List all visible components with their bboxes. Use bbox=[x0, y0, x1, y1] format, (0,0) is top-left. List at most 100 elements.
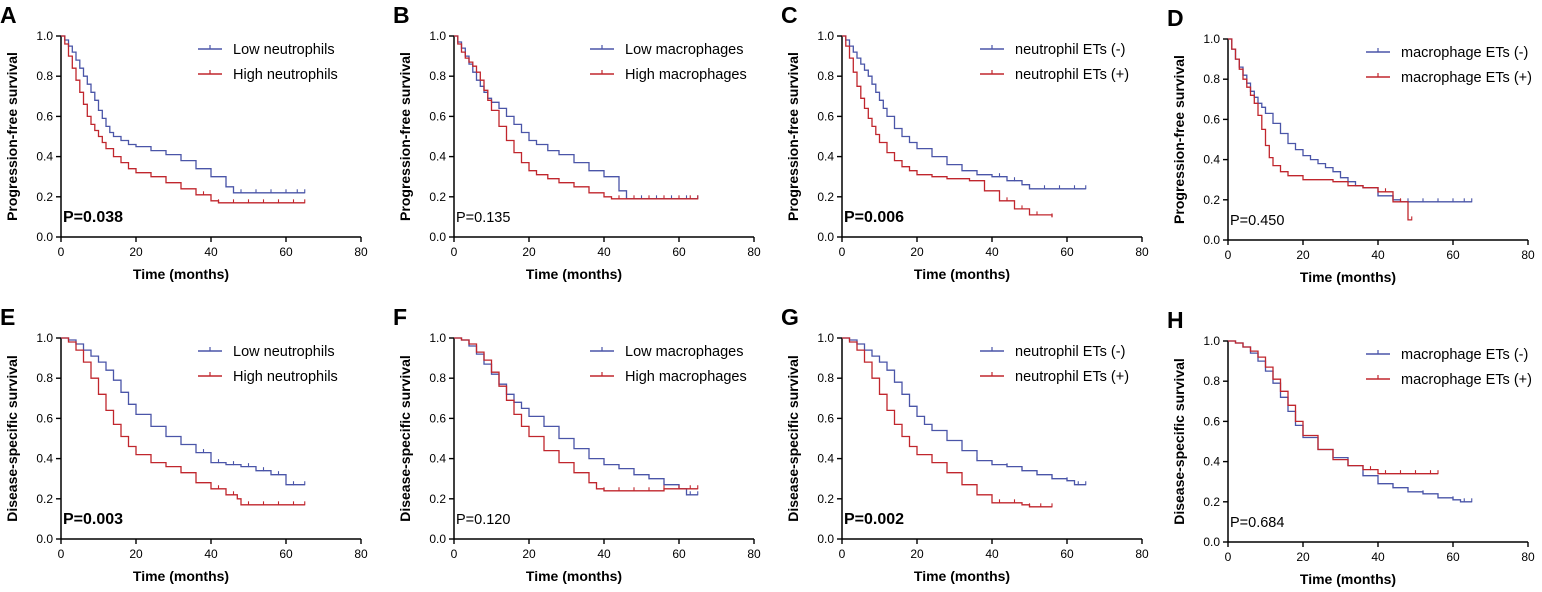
y-tick-label: 0.4 bbox=[429, 150, 446, 164]
x-tick-label: 40 bbox=[985, 245, 999, 259]
legend-label: neutrophil ETs (-) bbox=[1015, 42, 1125, 58]
y-tick-label: 0.8 bbox=[36, 69, 53, 83]
y-tick-label: 1.0 bbox=[429, 29, 446, 43]
panel-letter: B bbox=[393, 2, 410, 28]
y-tick-label: 1.0 bbox=[1203, 334, 1220, 348]
y-tick-label: 0.8 bbox=[429, 371, 446, 385]
legend-entry-macrophage-ets: macrophage ETs (-) bbox=[1366, 347, 1528, 363]
legend-label: Low neutrophils bbox=[233, 42, 335, 58]
survival-curve-neutrophil-ets bbox=[842, 35, 1053, 217]
survival-curve-neutrophil-ets bbox=[842, 35, 1086, 190]
legend-entry-low-neutrophils: Low neutrophils bbox=[198, 344, 335, 360]
panel-letter: F bbox=[393, 304, 407, 330]
y-tick-label: 0.4 bbox=[429, 452, 446, 466]
x-axis-label: Time (months) bbox=[1300, 571, 1396, 587]
survival-curve-macrophage-ets bbox=[1228, 340, 1472, 503]
legend-entry-low-macrophages: Low macrophages bbox=[590, 344, 744, 360]
survival-curve-macrophage-ets bbox=[1228, 38, 1412, 221]
chart-panel-e: E 0.0 0.2 0.4 0.6 0.8 1.0 0 20 40 60 80 Time (months… bbox=[0, 304, 368, 584]
legend-label: macrophage ETs (-) bbox=[1401, 45, 1528, 61]
y-axis-label: Progression-free survival bbox=[1171, 55, 1187, 224]
chart-panel-b: B 0.0 0.2 0.4 0.6 0.8 1.0 0 20 40 60 80 Time (months… bbox=[393, 2, 761, 282]
y-tick-label: 1.0 bbox=[817, 331, 834, 345]
p-value-label: P=0.450 bbox=[1230, 213, 1284, 229]
y-tick-label: 0.0 bbox=[429, 230, 446, 244]
survival-curve-low-neutrophils bbox=[61, 35, 305, 194]
legend-label: neutrophil ETs (-) bbox=[1015, 344, 1125, 360]
legend-label: High neutrophils bbox=[233, 67, 338, 83]
y-tick-label: 1.0 bbox=[36, 331, 53, 345]
chart-panel-c: C 0.0 0.2 0.4 0.6 0.8 1.0 0 20 40 60 80 Time (months… bbox=[781, 2, 1149, 282]
legend-entry-high-neutrophils: High neutrophils bbox=[198, 369, 338, 385]
legend-entry-neutrophil-ets: neutrophil ETs (-) bbox=[980, 42, 1125, 58]
y-tick-label: 0.2 bbox=[817, 190, 834, 204]
survival-curve-high-neutrophils bbox=[61, 337, 305, 506]
legend-label: High neutrophils bbox=[233, 369, 338, 385]
y-axis-label: Progression-free survival bbox=[785, 52, 801, 221]
y-axis-label: Disease-specific survival bbox=[4, 355, 20, 522]
legend-label: neutrophil ETs (+) bbox=[1015, 369, 1129, 385]
x-tick-label: 0 bbox=[1225, 248, 1232, 262]
x-tick-label: 60 bbox=[279, 245, 293, 259]
chart-panel-g: G 0.0 0.2 0.4 0.6 0.8 1.0 0 20 40 60 80 Time (months… bbox=[781, 304, 1149, 584]
p-value-label: P=0.038 bbox=[63, 209, 123, 226]
y-tick-label: 0.6 bbox=[36, 411, 53, 425]
y-tick-label: 0.8 bbox=[1203, 374, 1220, 388]
y-tick-label: 0.8 bbox=[1203, 72, 1220, 86]
series-high-macrophages bbox=[454, 337, 699, 492]
chart-panel-d: D 0.0 0.2 0.4 0.6 0.8 1.0 0 20 40 60 80 Time (months… bbox=[1167, 5, 1535, 285]
chart-panel-a: A 0.0 0.2 0.4 0.6 0.8 1.0 0 20 40 60 80 Time (months… bbox=[0, 2, 368, 282]
y-tick-label: 0.6 bbox=[429, 109, 446, 123]
y-tick-label: 0.0 bbox=[36, 532, 53, 546]
y-tick-label: 0.6 bbox=[817, 411, 834, 425]
x-tick-label: 40 bbox=[1371, 550, 1385, 564]
y-tick-label: 0.6 bbox=[36, 109, 53, 123]
x-tick-label: 80 bbox=[354, 547, 368, 561]
y-axis-label: Progression-free survival bbox=[4, 52, 20, 221]
y-tick-label: 0.2 bbox=[36, 492, 53, 506]
y-tick-label: 0.4 bbox=[817, 452, 834, 466]
x-axis-label: Time (months) bbox=[914, 266, 1010, 282]
y-tick-label: 0.2 bbox=[1203, 193, 1220, 207]
x-tick-label: 80 bbox=[354, 245, 368, 259]
x-axis-label: Time (months) bbox=[526, 266, 622, 282]
series-low-neutrophils bbox=[61, 35, 306, 194]
legend-label: macrophage ETs (+) bbox=[1401, 372, 1532, 388]
y-tick-label: 0.4 bbox=[36, 452, 53, 466]
p-value-label: P=0.120 bbox=[456, 512, 510, 528]
x-tick-label: 60 bbox=[279, 547, 293, 561]
y-tick-label: 0.0 bbox=[817, 532, 834, 546]
series-low-neutrophils bbox=[61, 337, 306, 486]
y-tick-label: 0.8 bbox=[36, 371, 53, 385]
y-tick-label: 1.0 bbox=[1203, 32, 1220, 46]
legend-entry-neutrophil-ets: neutrophil ETs (+) bbox=[980, 369, 1129, 385]
x-tick-label: 40 bbox=[1371, 248, 1385, 262]
x-tick-label: 0 bbox=[451, 245, 458, 259]
panel-letter: H bbox=[1167, 307, 1184, 333]
legend-entry-macrophage-ets: macrophage ETs (+) bbox=[1366, 372, 1532, 388]
p-value-label: P=0.002 bbox=[844, 511, 904, 528]
legend-label: High macrophages bbox=[625, 369, 747, 385]
series-neutrophil-ets bbox=[842, 35, 1053, 218]
x-tick-label: 40 bbox=[985, 547, 999, 561]
y-tick-label: 0.4 bbox=[1203, 455, 1220, 469]
y-tick-label: 0.2 bbox=[817, 492, 834, 506]
x-tick-label: 40 bbox=[204, 245, 218, 259]
series-neutrophil-ets bbox=[842, 337, 1053, 508]
series-macrophage-ets bbox=[1228, 340, 1473, 503]
series-low-macrophages bbox=[454, 35, 699, 200]
survival-curve-macrophage-ets bbox=[1228, 340, 1438, 475]
x-tick-label: 0 bbox=[451, 547, 458, 561]
x-tick-label: 20 bbox=[910, 547, 924, 561]
x-tick-label: 40 bbox=[597, 245, 611, 259]
y-tick-label: 1.0 bbox=[36, 29, 53, 43]
p-value-label: P=0.684 bbox=[1230, 515, 1284, 531]
series-high-macrophages bbox=[454, 35, 699, 200]
legend-entry-low-macrophages: Low macrophages bbox=[590, 42, 744, 58]
series-macrophage-ets bbox=[1228, 38, 1473, 203]
y-tick-label: 0.0 bbox=[1203, 233, 1220, 247]
legend-label: Low macrophages bbox=[625, 42, 744, 58]
x-tick-label: 0 bbox=[839, 547, 846, 561]
y-tick-label: 0.2 bbox=[429, 492, 446, 506]
x-tick-label: 60 bbox=[1446, 550, 1460, 564]
